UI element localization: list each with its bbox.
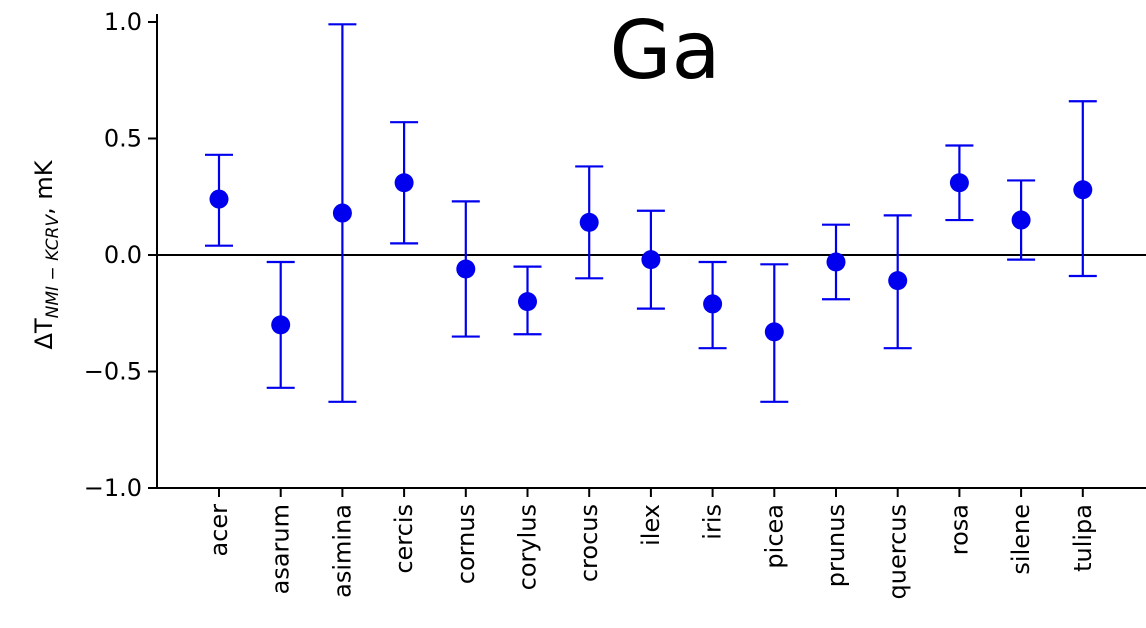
x-tick-label: picea <box>760 504 788 569</box>
data-marks <box>205 23 1097 403</box>
data-point <box>456 259 476 279</box>
x-tick-label: iris <box>699 504 727 540</box>
data-point <box>1011 210 1031 230</box>
x-tick-label: crocus <box>575 504 603 582</box>
y-tick-label: 1.0 <box>104 8 142 36</box>
y-tick-label: −0.5 <box>84 358 142 386</box>
x-tick-label: asarum <box>267 504 295 594</box>
y-tick-label: 0.0 <box>104 241 142 269</box>
data-point <box>826 252 846 272</box>
y-tick-label: −1.0 <box>84 474 142 502</box>
data-point <box>703 294 723 314</box>
chart-title: Ga <box>609 4 720 97</box>
data-point <box>1073 180 1093 200</box>
data-point <box>271 315 291 335</box>
x-tick-label: acer <box>205 504 233 557</box>
data-point <box>579 212 599 232</box>
y-axis-label-subscript: NMI − KCRV <box>43 214 63 319</box>
x-tick-label: rosa <box>945 504 973 555</box>
x-tick-label: cercis <box>390 504 418 574</box>
y-axis-label-unit: , mK <box>30 159 58 215</box>
y-tick-label: 0.5 <box>104 125 142 153</box>
x-tick-label: cornus <box>452 504 480 584</box>
data-point <box>888 271 908 291</box>
x-tick-label: tulipa <box>1069 504 1097 572</box>
x-tick-label: asimina <box>328 504 356 598</box>
x-tick-label: corylus <box>514 504 542 590</box>
x-tick-label: prunus <box>822 504 850 587</box>
data-point <box>518 292 537 312</box>
y-axis-label: ΔTNMI − KCRV, mK <box>30 159 63 349</box>
data-point <box>209 189 229 209</box>
data-point <box>641 250 661 270</box>
y-axis-label-symbol: ΔT <box>30 318 58 349</box>
x-tick-label: ilex <box>637 504 665 546</box>
svg-text:ΔTNMI − KCRV, mK: ΔTNMI − KCRV, mK <box>30 159 63 349</box>
axes: 1.0 0.5 0.0 −0.5 −1.0 acer asarum asimina cercis… <box>84 8 1146 599</box>
data-point <box>949 173 969 193</box>
data-point <box>764 322 784 342</box>
x-tick-label: quercus <box>884 504 912 599</box>
data-point <box>332 203 352 223</box>
x-tick-label: silene <box>1007 504 1035 575</box>
data-point <box>394 173 414 193</box>
